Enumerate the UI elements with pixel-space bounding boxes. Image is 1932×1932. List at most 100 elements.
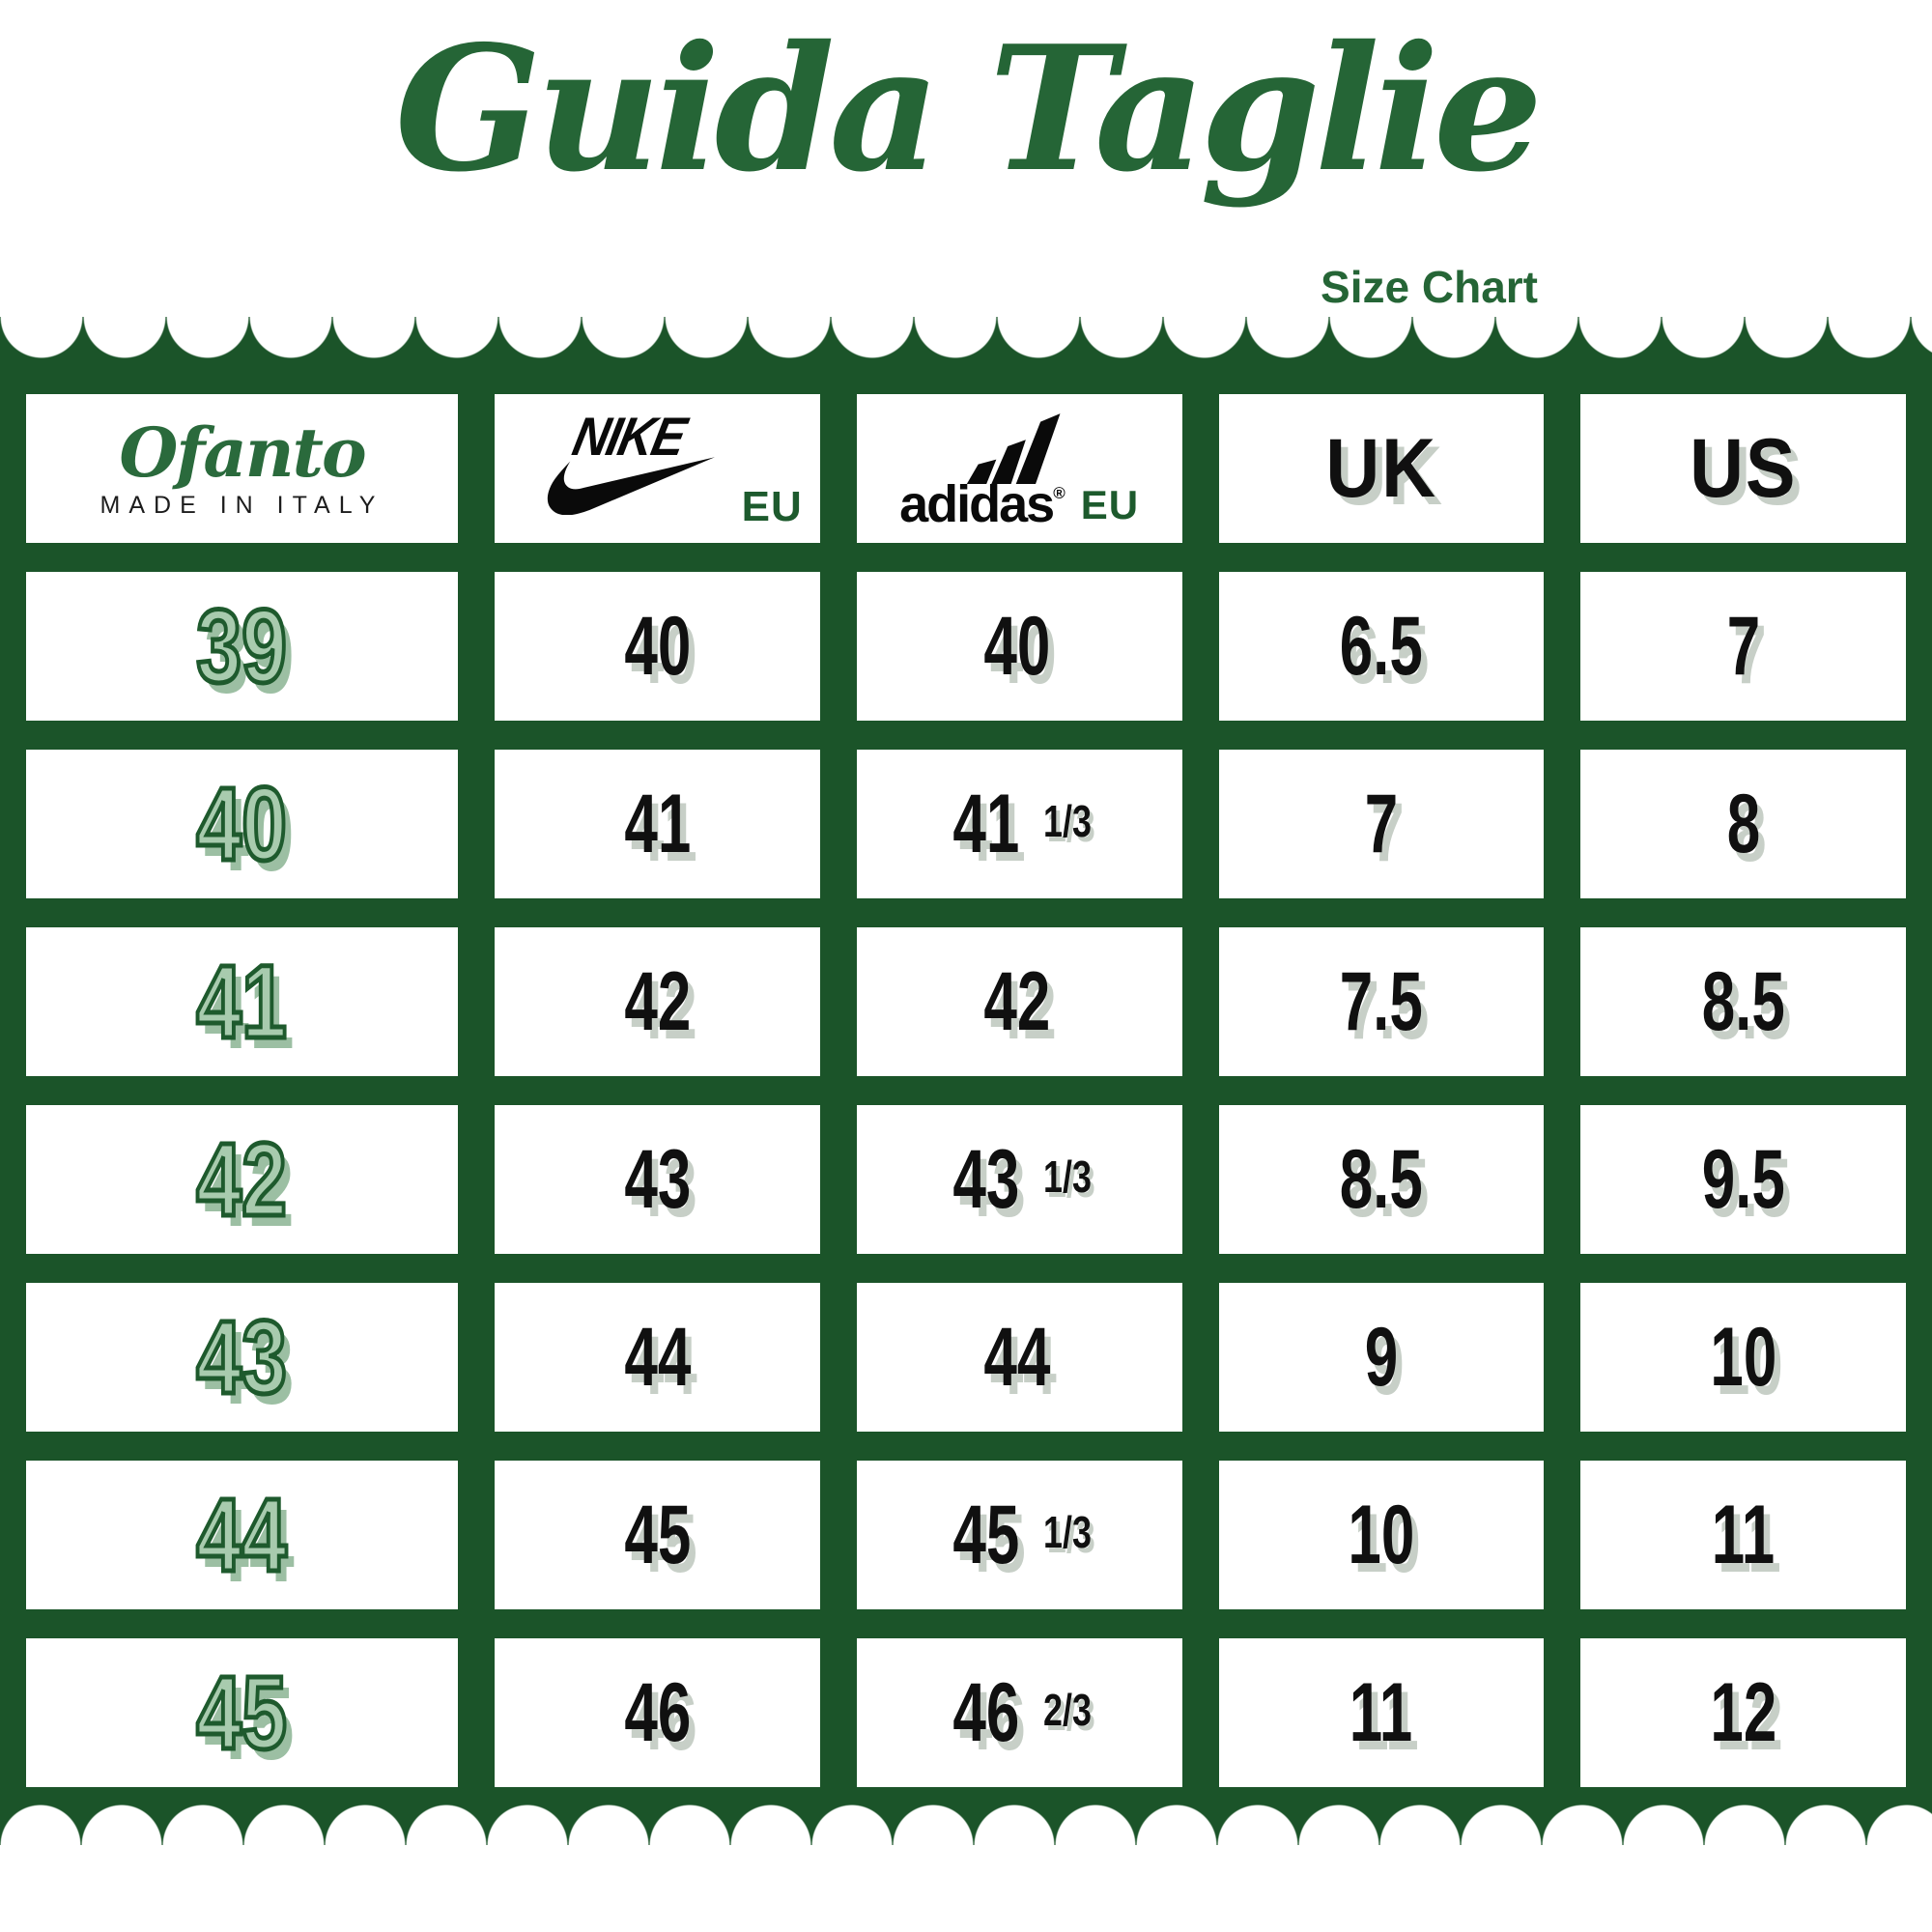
nike-size-value: 43 bbox=[623, 1133, 691, 1226]
header-cell-nike: NIKE EU bbox=[495, 394, 820, 543]
cell-us-size: 11 bbox=[1580, 1461, 1906, 1609]
nike-size-value: 40 bbox=[623, 600, 691, 693]
adidas-size-value: 41 bbox=[952, 778, 1020, 870]
nike-size-value: 46 bbox=[623, 1666, 691, 1759]
us-size-value: 9.5 bbox=[1701, 1133, 1785, 1226]
cell-us-size: 7 bbox=[1580, 572, 1906, 721]
cell-nike-size: 42 bbox=[495, 927, 820, 1076]
cell-nike-size: 40 bbox=[495, 572, 820, 721]
uk-size-value: 9 bbox=[1364, 1311, 1399, 1404]
scalloped-top-edge bbox=[0, 317, 1932, 359]
ofanto-size-value: 41 bbox=[195, 943, 290, 1060]
us-size-value: 8.5 bbox=[1701, 955, 1785, 1048]
cell-uk-size: 9 bbox=[1218, 1283, 1545, 1432]
cell-adidas-size: 42 bbox=[856, 927, 1182, 1076]
cell-ofanto-size: 39 bbox=[26, 572, 458, 721]
adidas-size-value: 42 bbox=[983, 955, 1051, 1048]
page-subtitle: Size Chart bbox=[1321, 262, 1538, 312]
us-size-value: 12 bbox=[1710, 1666, 1777, 1759]
ofanto-size-value: 43 bbox=[195, 1298, 290, 1415]
nike-size-value: 45 bbox=[623, 1489, 691, 1581]
nike-swoosh-icon bbox=[548, 457, 716, 516]
adidas-registered-mark: ® bbox=[1053, 484, 1065, 502]
cell-adidas-size: 43 1/3 bbox=[856, 1105, 1182, 1254]
adidas-eu-label: EU bbox=[1080, 482, 1140, 527]
us-size-value: 10 bbox=[1710, 1311, 1777, 1404]
us-size-value: 11 bbox=[1711, 1489, 1776, 1581]
adidas-size-value: 45 bbox=[952, 1489, 1020, 1581]
cell-uk-size: 11 bbox=[1218, 1638, 1545, 1787]
cell-uk-size: 6.5 bbox=[1218, 572, 1545, 721]
cell-ofanto-size: 43 bbox=[26, 1283, 458, 1432]
header-cell-uk: UK bbox=[1218, 394, 1545, 543]
cell-uk-size: 7 bbox=[1218, 750, 1545, 898]
uk-size-value: 7 bbox=[1364, 778, 1399, 870]
uk-size-value: 6.5 bbox=[1339, 600, 1423, 693]
cell-adidas-size: 41 1/3 bbox=[856, 750, 1182, 898]
us-column-label: US bbox=[1690, 422, 1798, 515]
cell-uk-size: 10 bbox=[1218, 1461, 1545, 1609]
table-band: Ofanto MADE IN ITALY NIKE EU bbox=[0, 317, 1932, 1845]
adidas-wordmark: adidas bbox=[899, 475, 1055, 534]
ofanto-size-value: 45 bbox=[195, 1654, 290, 1771]
cell-ofanto-size: 40 bbox=[26, 750, 458, 898]
uk-size-value: 11 bbox=[1350, 1666, 1413, 1759]
adidas-size-fraction: 1/3 bbox=[1043, 1151, 1092, 1202]
header-cell-us: US bbox=[1580, 394, 1906, 543]
cell-adidas-size: 45 1/3 bbox=[856, 1461, 1182, 1609]
ofanto-logo: Ofanto bbox=[119, 412, 366, 493]
cell-ofanto-size: 42 bbox=[26, 1105, 458, 1254]
uk-size-value: 7.5 bbox=[1339, 955, 1423, 1048]
adidas-size-fraction: 1/3 bbox=[1043, 796, 1092, 846]
cell-adidas-size: 44 bbox=[856, 1283, 1182, 1432]
uk-size-value: 8.5 bbox=[1339, 1133, 1423, 1226]
cell-adidas-size: 46 2/3 bbox=[856, 1638, 1182, 1787]
adidas-size-value: 44 bbox=[983, 1311, 1051, 1404]
cell-uk-size: 7.5 bbox=[1218, 927, 1545, 1076]
us-size-value: 8 bbox=[1726, 778, 1760, 870]
adidas-logo-icon bbox=[966, 413, 1061, 484]
cell-adidas-size: 40 bbox=[856, 572, 1182, 721]
nike-eu-label: EU bbox=[741, 483, 803, 530]
cell-ofanto-size: 41 bbox=[26, 927, 458, 1076]
page-title: Guida Taglie bbox=[394, 8, 1544, 210]
ofanto-tagline: MADE IN ITALY bbox=[99, 492, 384, 520]
ofanto-size-value: 39 bbox=[195, 587, 290, 704]
scalloped-bottom-edge bbox=[0, 1804, 1932, 1845]
cell-nike-size: 46 bbox=[495, 1638, 820, 1787]
us-size-value: 7 bbox=[1726, 600, 1760, 693]
header-cell-ofanto: Ofanto MADE IN ITALY bbox=[26, 394, 458, 543]
cell-nike-size: 44 bbox=[495, 1283, 820, 1432]
nike-size-value: 42 bbox=[623, 955, 691, 1048]
uk-size-value: 10 bbox=[1348, 1489, 1415, 1581]
adidas-size-fraction: 1/3 bbox=[1043, 1507, 1092, 1557]
nike-wordmark: NIKE bbox=[568, 405, 691, 467]
cell-uk-size: 8.5 bbox=[1218, 1105, 1545, 1254]
ofanto-size-value: 40 bbox=[195, 765, 290, 882]
cell-us-size: 12 bbox=[1580, 1638, 1906, 1787]
cell-nike-size: 43 bbox=[495, 1105, 820, 1254]
cell-ofanto-size: 44 bbox=[26, 1461, 458, 1609]
ofanto-size-value: 44 bbox=[195, 1476, 290, 1593]
cell-nike-size: 41 bbox=[495, 750, 820, 898]
uk-column-label: UK bbox=[1325, 422, 1437, 515]
nike-size-value: 44 bbox=[623, 1311, 691, 1404]
cell-ofanto-size: 45 bbox=[26, 1638, 458, 1787]
cell-nike-size: 45 bbox=[495, 1461, 820, 1609]
adidas-size-value: 40 bbox=[983, 600, 1051, 693]
ofanto-size-value: 42 bbox=[195, 1121, 290, 1237]
cell-us-size: 8.5 bbox=[1580, 927, 1906, 1076]
adidas-wordmark-row: adidas ® EU bbox=[899, 475, 1140, 534]
header-cell-adidas: adidas ® EU bbox=[856, 394, 1182, 543]
title-area: Guida Taglie Size Chart bbox=[0, 0, 1932, 317]
size-table: Ofanto MADE IN ITALY NIKE EU bbox=[26, 394, 1906, 1787]
cell-us-size: 10 bbox=[1580, 1283, 1906, 1432]
nike-logo: NIKE bbox=[536, 405, 725, 516]
cell-us-size: 8 bbox=[1580, 750, 1906, 898]
nike-size-value: 41 bbox=[623, 778, 691, 870]
adidas-size-value: 43 bbox=[952, 1133, 1020, 1226]
adidas-size-value: 46 bbox=[952, 1666, 1020, 1759]
adidas-size-fraction: 2/3 bbox=[1043, 1685, 1092, 1735]
cell-us-size: 9.5 bbox=[1580, 1105, 1906, 1254]
